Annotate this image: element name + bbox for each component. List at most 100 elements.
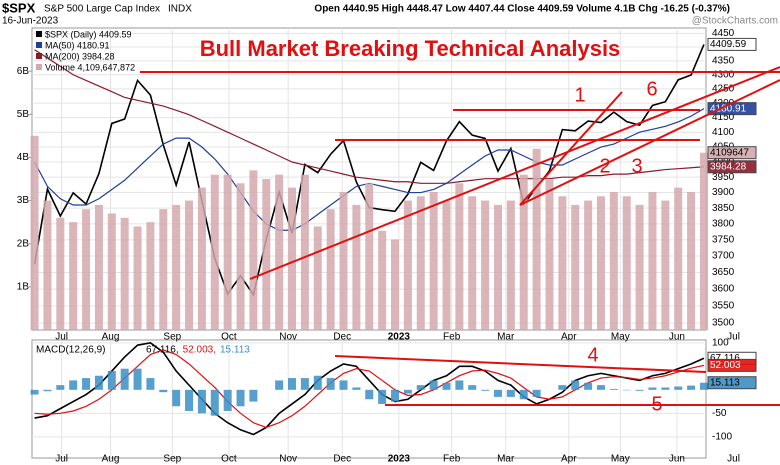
y2-tick-label: 3B [17,195,30,206]
bar [609,388,618,390]
bar [133,368,142,390]
value-tag-label: 52.003 [710,360,741,371]
bar [300,378,309,390]
bar [172,389,181,407]
plot-layer: Jul Aug Sep Oct Nov Dec 2023 Feb Mar Apr May Jun Jul… [17,28,757,465]
bar [481,200,490,330]
macd-trend-line [334,355,707,373]
bar [288,378,297,390]
bar [687,191,696,330]
x-tick-label: Jun [669,454,685,465]
x-tick-label: May [611,454,630,465]
bar [391,389,400,402]
bar [185,200,194,330]
legend-label: MA(50) 4180.91 [45,40,110,50]
value-tag-label: 4409.59 [710,39,747,50]
line [34,49,705,184]
bar [596,385,605,390]
bar [416,385,425,390]
bar [249,170,258,330]
value-tag-label: 3984.28 [710,161,747,172]
bar [493,204,502,330]
bar [506,200,515,330]
y-tick-label: 4350 [712,55,735,66]
bar [519,389,528,400]
bar [545,179,554,330]
bar [584,382,593,390]
bar [197,187,206,330]
bar [442,200,451,330]
line [34,108,705,231]
chart-title: Bull Market Breaking Technical Analysis [200,36,621,61]
quote: Open 4440.95 High 4448.47 Low 4407.44 Cl… [314,4,730,15]
x-tick-label: Jul [55,454,68,465]
annotation: 3 [631,155,642,177]
bar [391,239,400,330]
bar [275,380,284,390]
y-tick-label: 3850 [712,203,735,214]
bar [635,389,644,391]
bar [532,148,541,330]
bar [120,217,129,330]
trend-line [519,91,623,206]
legend-label: 15.113 [220,345,250,356]
bar [455,183,464,330]
bar [506,389,515,397]
bar [146,378,155,390]
bar [69,222,78,330]
x-tick-label: Feb [443,332,461,343]
bar [43,389,52,392]
bar [699,152,708,330]
bar [326,209,335,330]
bar [223,174,232,330]
bar [159,209,168,330]
bar [275,174,284,330]
y-tick-label: -100 [712,431,732,442]
legend-swatch [36,31,42,37]
bar [210,389,219,416]
y2-tick-label: 6B [17,66,30,77]
legend-label: 67.116, [146,345,179,356]
bar [481,389,490,391]
bar [133,226,142,330]
value-tag [707,160,757,174]
trend-line [519,79,780,206]
bar [571,204,580,330]
legend-swatch [36,42,42,48]
bar [519,174,528,330]
y-tick-label: 4450 [712,28,735,39]
bar [107,371,116,390]
x-tick-label: Mar [497,332,515,343]
value-tag [707,37,757,51]
bar [262,179,271,330]
trend-line [249,66,780,280]
x-tick-label: Aug [102,454,120,465]
bar [532,389,541,397]
y-tick-label: 3900 [712,187,735,198]
bar [674,386,683,390]
x-tick-label: Apr [561,454,577,465]
y-tick-label: 3750 [712,235,735,246]
bar [107,213,116,330]
value-tag-label: 4180.91 [710,103,747,114]
y2-tick-label: 1B [17,281,30,292]
value-tag [707,358,757,372]
bar [635,204,644,330]
bar [339,191,348,330]
x-tick-label: Jul [55,332,68,343]
bar [558,385,567,390]
bar [249,389,258,402]
bar [56,217,65,330]
x-tick-label: Jun [669,332,685,343]
bar [172,204,181,330]
x-tick-label: Aug [102,332,120,343]
x-tick-label: Dec [333,454,351,465]
bar [558,196,567,330]
bar [661,200,670,330]
bar [442,382,451,390]
bar [236,183,245,330]
value-tag [707,146,757,160]
annotation: 5 [651,393,662,415]
annotation: 2 [599,155,610,177]
